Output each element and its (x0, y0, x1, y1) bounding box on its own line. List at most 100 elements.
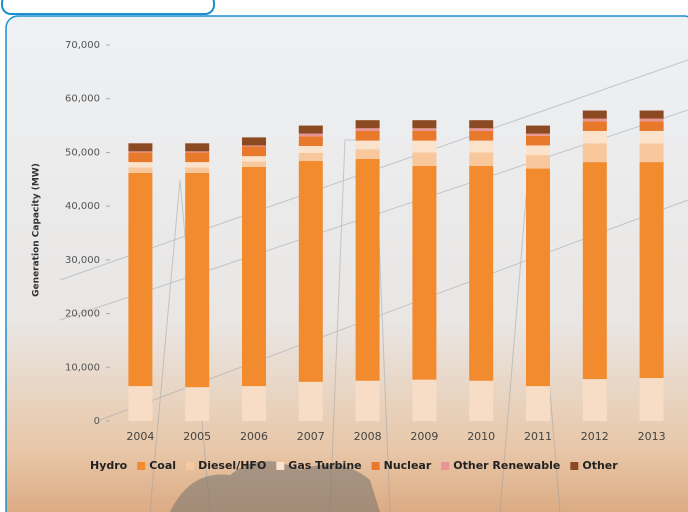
legend-swatch (137, 462, 146, 470)
x-tick-label: 2012 (581, 430, 609, 443)
bar-segment (469, 152, 494, 166)
bar-segment (355, 380, 380, 421)
bar-segment (412, 120, 437, 129)
legend-label: Nuclear (384, 459, 432, 472)
bar-segment (242, 137, 266, 146)
legend-swatch (371, 462, 380, 470)
bar-segment (128, 386, 153, 421)
x-tick-label: 2009 (410, 430, 438, 443)
bar-segment (242, 161, 266, 167)
tree-decoration (170, 461, 380, 512)
bar-segment (298, 133, 323, 137)
legend-label: Diesel/HFO (198, 459, 266, 472)
bar-segment (128, 152, 153, 163)
bar-segment (412, 130, 437, 141)
header-tab (1, 0, 215, 15)
bar-segment (355, 158, 380, 381)
bar-segment (526, 168, 550, 387)
legend-swatch (441, 462, 450, 470)
bar-segment (582, 121, 607, 131)
bar-segment (469, 380, 494, 421)
bar-segment (526, 145, 550, 156)
chart-background (5, 15, 688, 512)
bar-segment (355, 130, 380, 141)
bar-segment (298, 152, 323, 162)
bar-segment (639, 110, 664, 119)
bar-segment (242, 145, 266, 147)
bar-segment (639, 378, 664, 421)
y-tick-label: 50,000 (65, 147, 100, 158)
bar-segment (242, 156, 266, 162)
bar-segment (412, 128, 437, 131)
legend-label: Coal (149, 459, 176, 472)
bar-segment (185, 162, 210, 168)
bar-segment (582, 162, 607, 380)
bar-segment (412, 140, 437, 153)
bar-segment (355, 128, 380, 131)
bar-segment (242, 386, 266, 421)
y-tick-label: 60,000 (65, 94, 100, 105)
y-tick-label: 70,000 (65, 40, 100, 51)
bar-segment (298, 381, 323, 421)
x-tick-label: 2010 (467, 430, 495, 443)
legend-label: Gas Turbine (288, 459, 361, 472)
bar-segment (526, 155, 550, 169)
legend-label: Other (582, 459, 618, 472)
x-tick-label: 2005 (183, 430, 211, 443)
bar-segment (185, 152, 210, 163)
y-tick-label: 40,000 (65, 201, 100, 212)
x-tick-label: 2011 (524, 430, 552, 443)
bar-segment (526, 133, 550, 136)
bar-segment (128, 172, 153, 387)
bar-segment (242, 166, 266, 387)
bar-segment (469, 120, 494, 129)
bar-segment (242, 146, 266, 157)
bar-segment (582, 130, 607, 144)
bar-segment (128, 167, 153, 173)
x-tick-label: 2013 (638, 430, 666, 443)
y-axis-label: Generation Capacity (MW) (32, 163, 42, 297)
bar-segment (128, 151, 153, 153)
bar-segment (298, 125, 323, 134)
bar-segment (412, 379, 437, 421)
bar-segment (639, 130, 664, 144)
bar-segment (298, 145, 323, 153)
y-tick-label: 20,000 (65, 309, 100, 320)
x-tick-label: 2008 (354, 430, 382, 443)
x-tick-label: 2004 (126, 430, 154, 443)
bar-segment (639, 121, 664, 131)
legend-swatch (276, 462, 285, 470)
bar-segment (185, 151, 210, 153)
bar-segment (298, 136, 323, 146)
bar-segment (639, 118, 664, 122)
bar-segment (185, 172, 210, 388)
legend-label: Hydro (90, 459, 128, 472)
bar-segment (185, 143, 210, 152)
x-tick-label: 2007 (297, 430, 325, 443)
bar-segment (526, 125, 550, 134)
bar-segment (185, 387, 210, 421)
bar-segment (582, 110, 607, 119)
bar-segment (298, 161, 323, 382)
bar-segment (582, 143, 607, 163)
legend-label: Other Renewable (453, 459, 560, 472)
y-tick-label: 0 (94, 416, 100, 427)
legend-swatch (570, 462, 579, 470)
bar-segment (582, 379, 607, 421)
bar-segment (355, 120, 380, 129)
bar-segment (469, 140, 494, 153)
y-tick-label: 30,000 (65, 255, 100, 266)
bar-segment (412, 165, 437, 380)
bar-segment (639, 143, 664, 163)
bar-segment (526, 135, 550, 146)
bar-segment (582, 118, 607, 122)
bar-segment (355, 149, 380, 159)
legend-swatch (186, 462, 195, 470)
bar-segment (412, 152, 437, 166)
y-tick-label: 10,000 (65, 362, 100, 373)
bar-segment (355, 140, 380, 150)
bar-segment (469, 130, 494, 141)
bar-segment (469, 165, 494, 381)
